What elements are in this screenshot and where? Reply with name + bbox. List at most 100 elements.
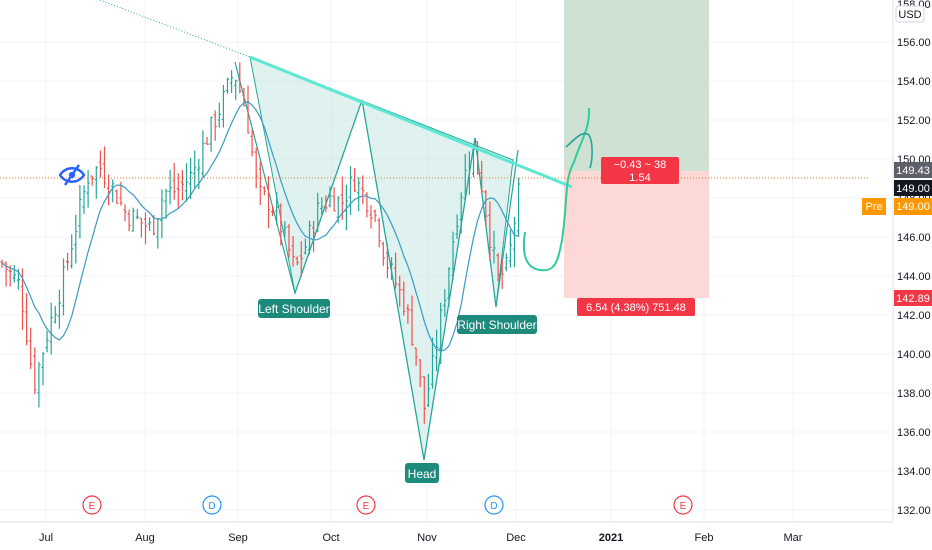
svg-text:Left Shoulder: Left Shoulder bbox=[258, 302, 329, 316]
y-tick-label: 134.00 bbox=[897, 466, 931, 478]
earnings-marker[interactable]: E bbox=[82, 495, 102, 515]
svg-text:E: E bbox=[89, 501, 96, 512]
x-tick-label: Nov bbox=[417, 532, 437, 544]
y-tick-label: 146.00 bbox=[897, 232, 931, 244]
svg-text:D: D bbox=[490, 501, 497, 512]
ohlc-bar bbox=[410, 295, 414, 346]
ohlc-bar bbox=[459, 192, 463, 234]
x-tick-label: Oct bbox=[322, 532, 339, 544]
ohlc-bar bbox=[463, 153, 467, 201]
ohlc-bar bbox=[291, 235, 295, 267]
neckline bbox=[249, 55, 573, 189]
ohlc-bar bbox=[422, 376, 426, 424]
ohlc-bar bbox=[496, 252, 500, 282]
ohlc-bar bbox=[102, 146, 107, 189]
drawn-arc bbox=[565, 132, 593, 169]
ohlc-bar bbox=[328, 186, 332, 208]
y-tick-label: 154.00 bbox=[897, 76, 931, 88]
ohlc-bar bbox=[517, 177, 521, 237]
ohlc-bar bbox=[45, 331, 49, 353]
ohlc-bar bbox=[295, 256, 299, 266]
svg-text:E: E bbox=[680, 501, 687, 512]
dividend-marker[interactable]: D bbox=[202, 495, 222, 515]
ohlc-bar bbox=[258, 161, 262, 205]
ohlc-bar bbox=[148, 217, 152, 231]
svg-text:1.54: 1.54 bbox=[629, 172, 650, 184]
ohlc-bar bbox=[406, 304, 410, 324]
ohlc-bar bbox=[225, 77, 230, 94]
ohlc-bar bbox=[107, 174, 111, 206]
target-zone bbox=[564, 0, 709, 171]
premarket-tag: Pre 149.00 bbox=[862, 198, 932, 215]
ohlc-bar bbox=[82, 185, 86, 214]
ohlc-bar bbox=[115, 189, 119, 205]
right-shoulder-label: Right Shoulder bbox=[457, 315, 537, 334]
ohlc-bar bbox=[271, 205, 275, 217]
ohlc-bar bbox=[439, 302, 443, 365]
ohlc-bar bbox=[74, 214, 78, 264]
ohlc-bar bbox=[131, 207, 135, 232]
ohlc-bar bbox=[127, 209, 131, 232]
price-axis[interactable]: 132.00 134.00 136.00 138.00 140.00 142.00 144.… bbox=[897, 37, 931, 517]
ohlc-bar bbox=[172, 162, 176, 200]
ohlc-bar bbox=[500, 259, 504, 290]
ohlc-bar bbox=[234, 79, 238, 100]
ohlc-bar bbox=[402, 281, 406, 316]
ohlc-bar bbox=[279, 203, 283, 246]
ohlc-bar bbox=[184, 163, 189, 202]
ohlc-bar bbox=[394, 252, 398, 289]
ohlc-bar bbox=[217, 102, 221, 128]
eye-hidden-icon[interactable] bbox=[58, 164, 86, 186]
ohlc-bar bbox=[61, 258, 66, 316]
svg-text:Right Shoulder: Right Shoulder bbox=[457, 318, 536, 332]
svg-text:149.00: 149.00 bbox=[896, 201, 930, 213]
ohlc-bar bbox=[484, 190, 488, 226]
time-axis[interactable]: Jul Aug Sep Oct Nov Dec 2021 Feb Mar bbox=[39, 532, 803, 544]
ohlc-bar bbox=[213, 110, 217, 141]
svg-text:USD: USD bbox=[898, 9, 921, 21]
ohlc-bar bbox=[480, 161, 484, 194]
ohlc-bar bbox=[418, 359, 422, 388]
ohlc-bar bbox=[230, 70, 234, 94]
close-price-tag: 149.00 bbox=[894, 180, 932, 196]
dividend-marker[interactable]: D bbox=[484, 495, 504, 515]
y-tick-label: 132.00 bbox=[897, 505, 931, 517]
pattern-outline bbox=[234, 61, 519, 461]
ohlc-bar bbox=[209, 116, 213, 152]
ohlc-bar bbox=[504, 253, 508, 272]
ohlc-bar bbox=[283, 221, 287, 237]
ohlc-bar bbox=[12, 265, 16, 283]
ohlc-bar bbox=[8, 265, 12, 287]
y-tick-label: 138.00 bbox=[897, 388, 931, 400]
y-tick-label: 152.00 bbox=[897, 115, 931, 127]
y-tick-label: 142.00 bbox=[897, 310, 931, 322]
ohlc-bar bbox=[332, 187, 336, 212]
head-label: Head bbox=[405, 463, 439, 483]
ohlc-bar bbox=[451, 231, 455, 281]
ohlc-bar bbox=[369, 205, 373, 229]
svg-text:Head: Head bbox=[408, 467, 437, 481]
ohlc-bar bbox=[25, 293, 29, 346]
currency-label[interactable]: USD bbox=[895, 5, 925, 23]
earnings-marker[interactable]: E bbox=[673, 495, 693, 515]
ohlc-bar bbox=[221, 84, 225, 128]
ohlc-bar bbox=[287, 224, 291, 258]
ohlc-bar bbox=[66, 252, 70, 271]
last-price-tag: 149.43 bbox=[894, 162, 932, 178]
ohlc-bar bbox=[143, 212, 148, 245]
ohlc-bar bbox=[353, 168, 357, 192]
ohlc-bar bbox=[377, 217, 381, 248]
earnings-marker[interactable]: E bbox=[356, 495, 376, 515]
ohlc-bar bbox=[238, 62, 242, 94]
ohlc-bar bbox=[70, 234, 74, 269]
x-tick-label: Aug bbox=[135, 532, 155, 544]
left-shoulder-label: Left Shoulder bbox=[258, 299, 330, 318]
svg-text:E: E bbox=[363, 501, 370, 512]
y-tick-label: 136.00 bbox=[897, 427, 931, 439]
y-tick-label: 144.00 bbox=[897, 271, 931, 283]
upper-dotted-trendline bbox=[99, 0, 251, 58]
ohlc-bar bbox=[250, 129, 254, 157]
ohlc-bar bbox=[381, 241, 385, 266]
ohlc-bar bbox=[312, 221, 316, 253]
